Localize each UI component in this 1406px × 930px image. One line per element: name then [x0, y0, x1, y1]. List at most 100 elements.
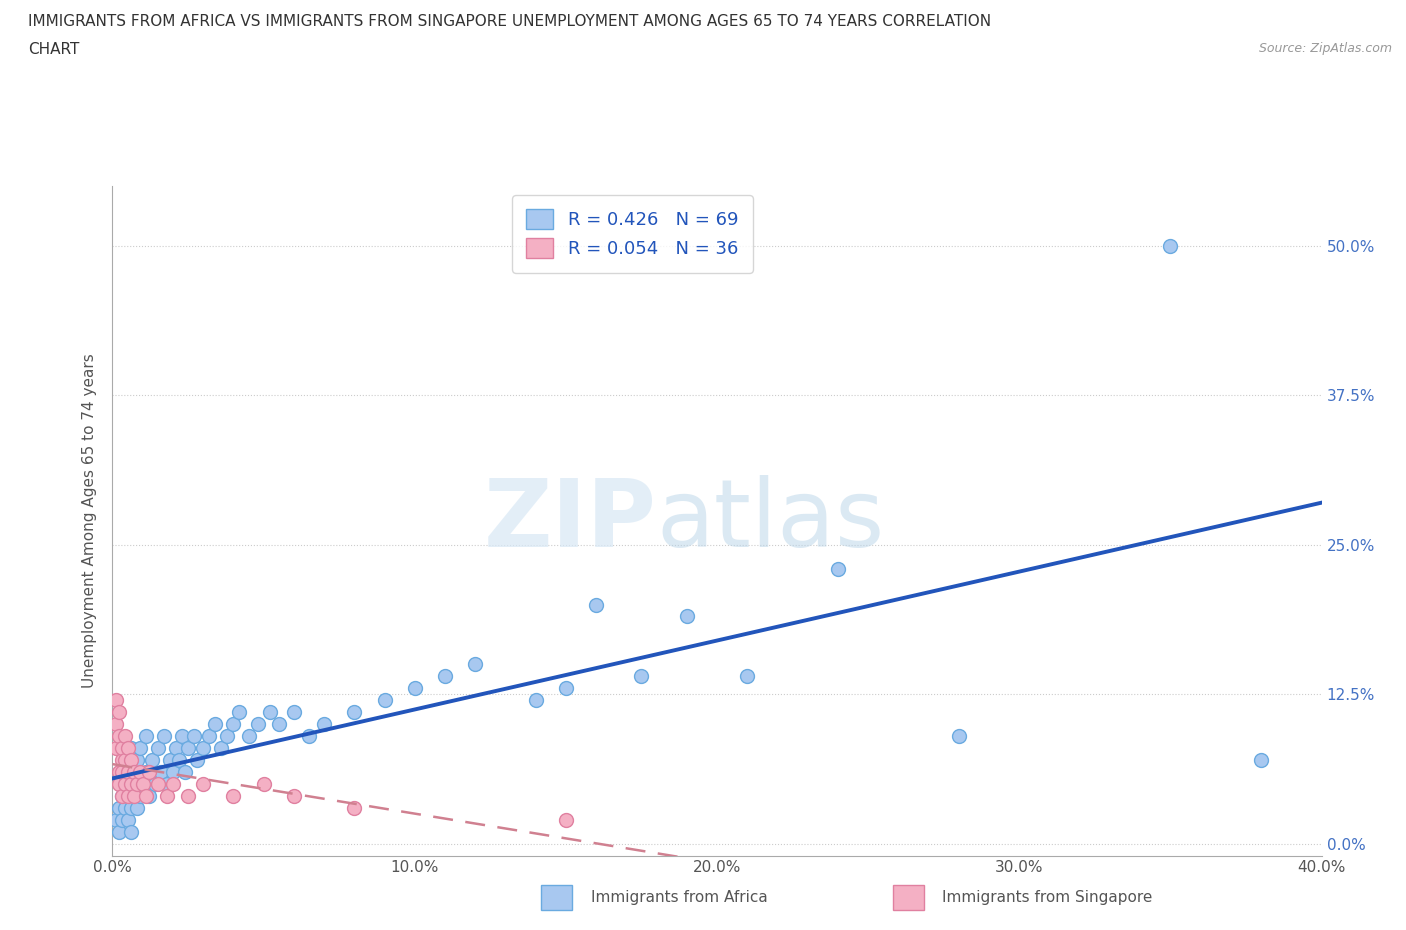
Point: [146, 740, 169, 755]
Point: [128, 789, 150, 804]
Text: atlas: atlas: [657, 475, 884, 566]
Point: [162, 764, 184, 779]
Point: [107, 801, 129, 816]
Text: Immigrants from Africa: Immigrants from Africa: [591, 890, 768, 905]
Point: [117, 752, 139, 767]
Point: [156, 777, 179, 791]
Point: [104, 740, 127, 755]
Point: [228, 705, 250, 720]
Point: [343, 705, 366, 720]
Point: [167, 752, 190, 767]
Point: [433, 669, 456, 684]
Point: [153, 728, 176, 743]
Point: [298, 728, 321, 743]
Text: Immigrants from Singapore: Immigrants from Singapore: [942, 890, 1153, 905]
Point: [120, 777, 142, 791]
Point: [138, 764, 160, 779]
Point: [122, 789, 145, 804]
Point: [110, 812, 132, 827]
Point: [162, 777, 184, 791]
Point: [114, 752, 136, 767]
Point: [132, 777, 155, 791]
Point: [146, 777, 169, 791]
Point: [107, 824, 129, 839]
Point: [125, 801, 148, 816]
Point: [174, 764, 197, 779]
Point: [120, 801, 142, 816]
Point: [114, 764, 136, 779]
Point: [222, 789, 245, 804]
Point: [253, 777, 276, 791]
Point: [464, 657, 486, 671]
Text: CHART: CHART: [28, 42, 80, 57]
Point: [117, 789, 139, 804]
Point: [135, 728, 157, 743]
Point: [104, 693, 127, 708]
Point: [343, 801, 366, 816]
Point: [159, 752, 181, 767]
Point: [135, 789, 157, 804]
Point: [135, 764, 157, 779]
Point: [110, 789, 132, 804]
Point: [132, 777, 155, 791]
Point: [120, 752, 142, 767]
Point: [737, 669, 759, 684]
Point: [283, 789, 305, 804]
Point: [156, 789, 179, 804]
Point: [222, 717, 245, 732]
Point: [117, 812, 139, 827]
Point: [104, 812, 127, 827]
Legend: R = 0.426   N = 69, R = 0.054   N = 36: R = 0.426 N = 69, R = 0.054 N = 36: [512, 195, 752, 272]
Point: [554, 681, 576, 696]
Point: [675, 609, 697, 624]
Point: [217, 728, 239, 743]
Point: [209, 740, 232, 755]
Point: [186, 752, 208, 767]
Point: [138, 789, 160, 804]
Point: [114, 801, 136, 816]
Point: [554, 812, 576, 827]
Point: [267, 717, 290, 732]
Point: [114, 777, 136, 791]
Point: [246, 717, 269, 732]
Point: [827, 561, 849, 576]
Point: [110, 740, 132, 755]
Point: [149, 764, 172, 779]
Point: [314, 717, 336, 732]
Point: [141, 752, 163, 767]
Point: [125, 752, 148, 767]
Point: [120, 824, 142, 839]
Point: [177, 740, 200, 755]
Text: ZIP: ZIP: [484, 475, 657, 566]
Point: [1250, 752, 1272, 767]
Point: [238, 728, 260, 743]
Point: [122, 789, 145, 804]
Point: [128, 764, 150, 779]
Point: [191, 777, 214, 791]
Point: [117, 764, 139, 779]
Point: [283, 705, 305, 720]
Point: [191, 740, 214, 755]
Point: [259, 705, 281, 720]
Point: [107, 705, 129, 720]
Point: [374, 693, 396, 708]
Text: IMMIGRANTS FROM AFRICA VS IMMIGRANTS FROM SINGAPORE UNEMPLOYMENT AMONG AGES 65 T: IMMIGRANTS FROM AFRICA VS IMMIGRANTS FRO…: [28, 14, 991, 29]
Point: [107, 728, 129, 743]
Point: [585, 597, 607, 612]
Point: [122, 764, 145, 779]
Point: [948, 728, 970, 743]
Point: [125, 777, 148, 791]
Point: [170, 728, 193, 743]
Point: [117, 789, 139, 804]
Point: [114, 728, 136, 743]
Point: [204, 717, 226, 732]
Point: [128, 740, 150, 755]
Point: [117, 740, 139, 755]
Point: [110, 752, 132, 767]
Point: [177, 789, 200, 804]
Point: [630, 669, 652, 684]
Point: [110, 789, 132, 804]
Point: [107, 777, 129, 791]
Point: [143, 777, 166, 791]
Point: [198, 728, 221, 743]
